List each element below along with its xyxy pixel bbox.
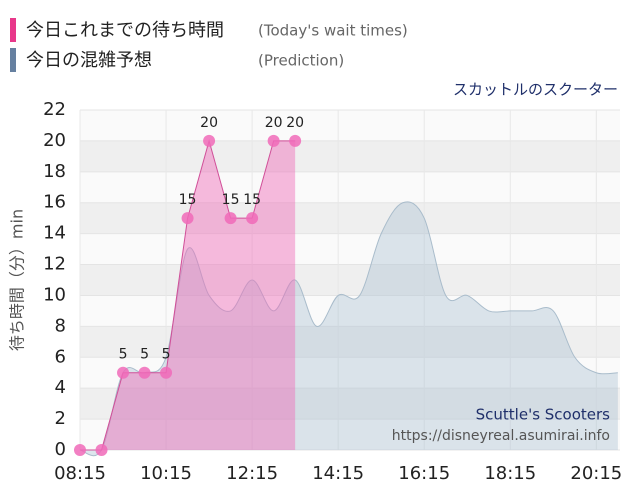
watermark: Scuttle's Scooters	[476, 406, 611, 424]
y-tick-label: 12	[43, 254, 66, 275]
data-point	[74, 444, 86, 456]
legend-swatch	[10, 18, 16, 42]
y-tick-label: 2	[55, 408, 66, 429]
y-tick-label: 4	[55, 377, 66, 398]
grid-band	[80, 202, 620, 234]
legend-note: (Prediction)	[258, 52, 344, 70]
y-tick-label: 0	[55, 439, 66, 460]
legend-note: (Today's wait times)	[258, 22, 408, 40]
data-label: 20	[265, 115, 283, 131]
y-tick-label: 8	[55, 315, 66, 336]
x-tick-label: 20:15	[570, 463, 622, 484]
data-point	[138, 366, 151, 379]
y-tick-label: 22	[43, 99, 66, 120]
data-point	[95, 444, 108, 456]
data-point	[246, 212, 259, 225]
y-tick-label: 6	[55, 346, 66, 367]
data-label: 5	[140, 347, 149, 363]
subtitle: スカットルのスクーター	[453, 81, 618, 99]
grid-band	[80, 264, 620, 296]
x-tick-label: 12:15	[226, 463, 278, 484]
series-area	[80, 201, 618, 456]
data-point	[181, 212, 194, 225]
data-label: 15	[243, 192, 261, 208]
y-tick-label: 16	[43, 192, 66, 213]
series-line	[79, 201, 618, 457]
y-tick-label: 14	[43, 223, 66, 244]
data-label: 15	[179, 192, 197, 208]
x-tick-label: 16:15	[398, 463, 450, 484]
data-point	[267, 134, 280, 147]
x-tick-label: 08:15	[54, 463, 106, 484]
y-tick-label: 20	[43, 130, 66, 151]
x-tick-label: 18:15	[484, 463, 536, 484]
legend-label: 今日の混雑予想	[26, 50, 152, 71]
data-label: 15	[222, 192, 240, 208]
grid-band	[80, 140, 620, 172]
data-point	[117, 366, 130, 379]
x-tick-label: 10:15	[140, 463, 192, 484]
data-point	[289, 134, 302, 147]
data-point	[203, 134, 216, 147]
data-label: 20	[200, 115, 218, 131]
data-label: 20	[286, 115, 304, 131]
data-label: 5	[119, 347, 128, 363]
y-axis-label: 待ち時間（分）min	[8, 209, 27, 351]
y-tick-label: 18	[43, 161, 66, 182]
legend-label: 今日これまでの待ち時間	[26, 20, 224, 41]
y-tick-label: 10	[43, 284, 66, 305]
plot-area: 0 2 4 6 8 10 12 14 16 18 20 22 08:15 10:15 12:15 14:15 1…	[43, 99, 622, 484]
watermark: https://disneyreal.asumirai.info	[392, 428, 610, 444]
data-point	[224, 212, 237, 225]
legend-swatch	[10, 48, 16, 72]
x-tick-label: 14:15	[312, 463, 364, 484]
grid-band	[80, 388, 620, 420]
data-point	[160, 366, 173, 379]
data-label: 5	[162, 347, 171, 363]
